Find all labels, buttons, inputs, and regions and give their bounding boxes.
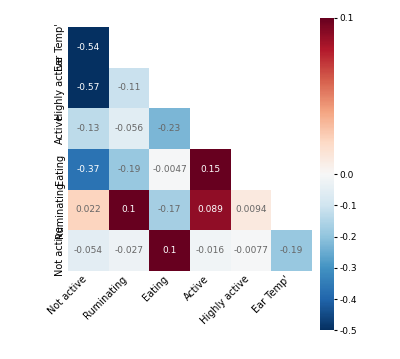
Bar [109, 190, 149, 230]
Bar [149, 230, 190, 271]
Text: -0.19: -0.19 [117, 165, 141, 174]
Bar [68, 67, 109, 108]
Text: 0.15: 0.15 [200, 165, 220, 174]
Bar [68, 108, 109, 149]
Text: 0.1: 0.1 [122, 205, 136, 214]
Bar [190, 230, 231, 271]
Bar [68, 149, 109, 190]
Text: -0.57: -0.57 [77, 84, 100, 93]
Text: -0.37: -0.37 [77, 165, 100, 174]
Bar [109, 149, 149, 190]
Bar [109, 108, 149, 149]
Text: -0.11: -0.11 [117, 84, 141, 93]
Text: -0.13: -0.13 [77, 124, 100, 133]
Text: 0.0094: 0.0094 [235, 205, 267, 214]
Text: -0.016: -0.016 [196, 246, 225, 255]
Text: -0.054: -0.054 [74, 246, 103, 255]
Bar [190, 149, 231, 190]
Text: -0.056: -0.056 [114, 124, 144, 133]
Bar [231, 230, 271, 271]
Bar [68, 190, 109, 230]
Text: 0.089: 0.089 [197, 205, 223, 214]
Text: -0.027: -0.027 [114, 246, 144, 255]
Text: -0.0077: -0.0077 [234, 246, 268, 255]
Bar [109, 230, 149, 271]
Bar [68, 230, 109, 271]
Text: -0.17: -0.17 [158, 205, 181, 214]
Text: 0.022: 0.022 [76, 205, 101, 214]
Text: -0.19: -0.19 [280, 246, 303, 255]
Bar [271, 230, 312, 271]
Text: -0.23: -0.23 [158, 124, 181, 133]
Bar [109, 67, 149, 108]
Bar [231, 190, 271, 230]
Text: -0.0047: -0.0047 [152, 165, 187, 174]
Text: -0.54: -0.54 [77, 43, 100, 52]
Bar [149, 190, 190, 230]
Bar [190, 190, 231, 230]
Bar [68, 27, 109, 67]
Bar [149, 149, 190, 190]
Bar [149, 108, 190, 149]
Text: 0.1: 0.1 [162, 246, 177, 255]
